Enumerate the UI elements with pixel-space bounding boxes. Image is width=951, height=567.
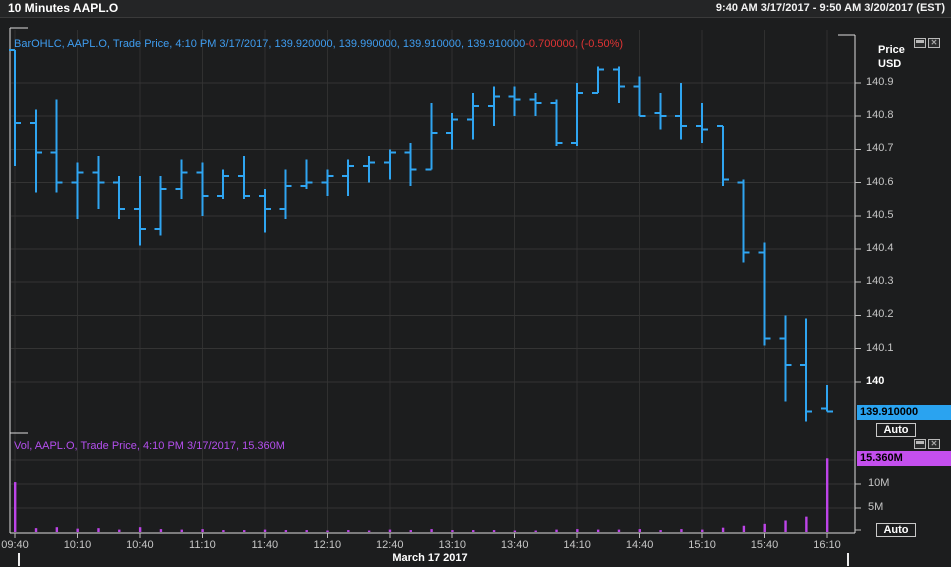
volume-bar xyxy=(243,530,246,532)
time-tick-label: 12:40 xyxy=(375,539,404,551)
range-cursor-right[interactable] xyxy=(847,553,849,566)
time-tick-label: 11:10 xyxy=(189,539,216,551)
volume-bar xyxy=(680,529,683,532)
price-legend[interactable]: BarOHLC, AAPL.O, Trade Price, 4:10 PM 3/… xyxy=(14,38,623,50)
volume-bar xyxy=(388,529,392,532)
window-titlebar: 10 Minutes AAPL.O 9:40 AM 3/17/2017 - 9:… xyxy=(0,0,951,18)
price-tick-label: 140 xyxy=(866,374,885,387)
volume-bar xyxy=(534,530,537,532)
time-tick-label: 09:40 xyxy=(1,539,29,551)
price-tick-label: 140.8 xyxy=(866,109,894,122)
close-icon[interactable]: ✕ xyxy=(928,38,940,48)
volume-bar xyxy=(513,530,517,532)
volume-bar xyxy=(659,530,662,532)
volume-bar xyxy=(721,527,725,532)
volume-bar xyxy=(430,529,433,532)
volume-legend[interactable]: Vol, AAPL.O, Trade Price, 4:10 PM 3/17/2… xyxy=(14,440,285,452)
price-tick-label: 140.6 xyxy=(866,175,894,188)
volume-bar xyxy=(805,516,808,532)
price-tick-label: 140.5 xyxy=(866,208,894,221)
volume-bar xyxy=(159,529,163,532)
volume-bar xyxy=(76,528,79,532)
volume-bar xyxy=(638,529,641,532)
time-tick-label: 10:40 xyxy=(126,539,154,551)
volume-bar xyxy=(596,529,600,532)
volume-tick-label: 5M xyxy=(868,501,884,513)
price-legend-change: -0.700000, (-0.50%) xyxy=(525,38,624,50)
volume-bar xyxy=(784,520,787,532)
date-label: March 17 2017 xyxy=(392,552,468,564)
restore-icon-glyph xyxy=(916,40,924,43)
volume-bar xyxy=(576,529,579,532)
time-tick-label: 13:10 xyxy=(438,539,466,551)
volume-bar xyxy=(742,525,746,532)
volume-bar xyxy=(97,528,100,532)
price-tick-label: 140.2 xyxy=(866,308,894,321)
volume-bar xyxy=(472,530,475,532)
time-tick-label: 14:40 xyxy=(625,539,654,551)
volume-close-icon[interactable]: ✕ xyxy=(928,439,940,449)
current-volume-badge: 15.360M xyxy=(857,451,951,466)
volume-bar xyxy=(263,529,267,532)
volume-bar xyxy=(14,482,17,532)
price-tick-label: 140.9 xyxy=(866,76,894,88)
price-axis-title: Price xyxy=(878,44,905,56)
volume-bar xyxy=(305,530,308,532)
volume-bar xyxy=(222,530,225,532)
window-title: 10 Minutes AAPL.O xyxy=(8,1,119,15)
volume-bar xyxy=(34,528,38,532)
time-tick-label: 15:10 xyxy=(688,539,716,551)
volume-bar xyxy=(55,527,59,532)
price-tick-label: 140.4 xyxy=(866,242,894,254)
restore-icon[interactable] xyxy=(914,38,926,48)
volume-bar xyxy=(201,529,204,532)
time-range-label: 9:40 AM 3/17/2017 - 9:50 AM 3/20/2017 (E… xyxy=(715,2,945,14)
volume-legend-text: Vol, AAPL.O, Trade Price, 4:10 PM 3/17/2… xyxy=(14,440,285,452)
current-price-badge: 139.910000 xyxy=(857,405,951,420)
volume-bar xyxy=(284,530,288,532)
time-tick-label: 13:40 xyxy=(500,539,529,551)
price-axis-auto-button[interactable]: Auto xyxy=(876,423,916,437)
volume-restore-icon[interactable] xyxy=(914,439,926,449)
time-tick-label: 11:40 xyxy=(251,539,279,551)
volume-bar xyxy=(118,529,121,532)
volume-bar xyxy=(451,530,454,532)
time-tick-label: 14:10 xyxy=(563,539,591,551)
time-tick-label: 12:10 xyxy=(313,539,342,551)
volume-bar xyxy=(326,530,329,532)
time-tick-label: 16:10 xyxy=(813,539,841,551)
time-tick-label: 15:40 xyxy=(750,539,779,551)
volume-bar xyxy=(555,529,558,532)
volume-bar xyxy=(367,530,371,532)
price-tick-label: 140.7 xyxy=(866,142,894,155)
volume-tick-label: 10M xyxy=(868,477,890,489)
volume-bar xyxy=(138,527,142,532)
volume-bar xyxy=(492,530,496,532)
volume-bar xyxy=(701,529,704,532)
volume-bar xyxy=(180,529,183,532)
range-cursor-left[interactable] xyxy=(18,553,20,566)
price-axis-unit: USD xyxy=(878,58,902,70)
volume-bar xyxy=(617,529,621,532)
volume-bar xyxy=(409,530,412,532)
volume-restore-icon-glyph xyxy=(916,441,924,444)
price-tick-label: 140.1 xyxy=(866,341,894,354)
time-tick-label: 10:10 xyxy=(63,539,92,551)
volume-bar xyxy=(347,530,350,532)
volume-axis-auto-button[interactable]: Auto xyxy=(876,523,916,537)
price-tick-label: 140.3 xyxy=(866,275,894,288)
volume-bar xyxy=(763,523,766,532)
volume-bar xyxy=(825,458,829,532)
price-legend-text: BarOHLC, AAPL.O, Trade Price, 4:10 PM 3/… xyxy=(14,38,526,50)
